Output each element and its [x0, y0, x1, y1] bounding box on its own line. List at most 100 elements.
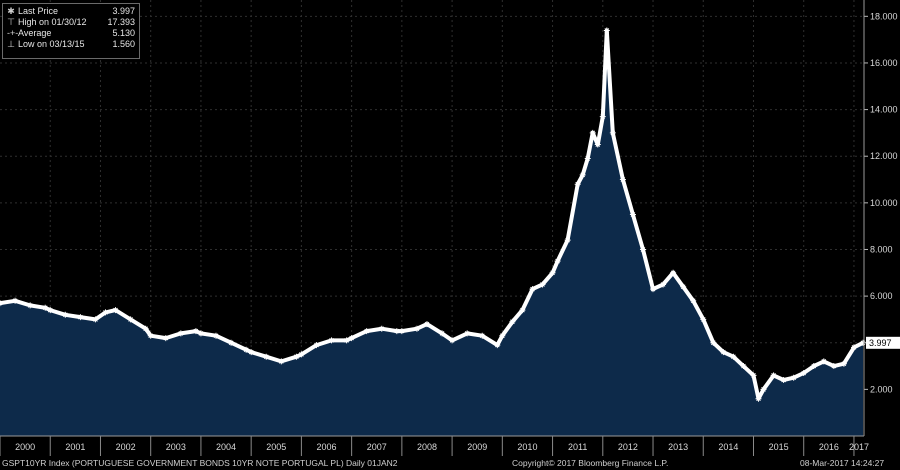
data-point — [584, 155, 591, 162]
data-point — [770, 372, 777, 379]
data-point — [629, 211, 636, 218]
data-point — [398, 328, 405, 335]
data-point — [197, 330, 204, 337]
data-point — [710, 339, 717, 346]
x-tick-label: 2007 — [367, 442, 387, 452]
x-axis: 2000 2001 2002 2003 2004 2005 2006 2007 2008 2009… — [0, 435, 869, 456]
x-tick-label: 2001 — [65, 442, 85, 452]
legend-low: ⊥ Low on 03/13/15 1.560 — [7, 39, 135, 49]
data-point — [780, 377, 787, 384]
data-point — [670, 269, 677, 276]
data-point — [840, 360, 847, 367]
x-tick-label: 2016 — [819, 442, 839, 452]
price-markers — [0, 27, 866, 402]
data-point — [47, 307, 54, 314]
price-line — [0, 28, 864, 401]
footer-copyright: Copyright© 2017 Bloomberg Finance L.P. — [512, 458, 669, 468]
data-point — [192, 328, 199, 335]
data-point — [62, 311, 69, 318]
last-price-box — [866, 336, 900, 349]
x-tick-label: 2010 — [517, 442, 537, 452]
high-marker-icon: ⊤ — [7, 17, 15, 27]
data-point — [579, 171, 586, 178]
data-point — [650, 286, 657, 293]
data-point — [554, 258, 561, 265]
x-tick-label: 2003 — [166, 442, 186, 452]
data-point — [112, 307, 119, 314]
data-point — [509, 318, 516, 325]
data-point — [77, 314, 84, 321]
data-point — [599, 113, 606, 120]
y-tick-label: 14.000 — [870, 105, 898, 115]
x-tick-label: 2006 — [316, 442, 336, 452]
data-point — [439, 330, 446, 337]
y-tick-label: 16.000 — [870, 58, 898, 68]
data-point — [147, 332, 154, 339]
data-point — [177, 330, 184, 337]
data-point — [740, 363, 747, 370]
data-point — [12, 297, 19, 304]
data-point — [603, 27, 610, 34]
data-point — [850, 344, 857, 351]
average-marker-icon: -+- — [7, 28, 19, 38]
data-point — [263, 353, 270, 360]
footer-timestamp: 08-Mar-2017 14:24:27 — [800, 458, 885, 468]
data-point — [720, 349, 727, 356]
data-point — [619, 176, 626, 183]
data-point — [574, 181, 581, 188]
y-tick-label: 8.000 — [870, 244, 893, 254]
data-point — [464, 330, 471, 337]
data-point — [589, 129, 596, 136]
x-tick-label: 2017 — [849, 442, 869, 452]
data-point — [820, 358, 827, 365]
data-point — [519, 307, 526, 314]
x-tick-label: 2004 — [216, 442, 236, 452]
data-point — [700, 316, 707, 323]
y-tick-label: 12.000 — [870, 151, 898, 161]
data-point — [293, 353, 300, 360]
data-point — [800, 370, 807, 377]
x-tick-label: 2005 — [266, 442, 286, 452]
legend-average: -+- Average 5.130 — [7, 28, 135, 38]
data-point — [102, 309, 109, 316]
data-point — [343, 337, 350, 344]
data-point — [423, 321, 430, 328]
data-point — [92, 316, 99, 323]
x-tick-label: 2002 — [116, 442, 136, 452]
x-tick-label: 2011 — [568, 442, 587, 452]
data-point — [755, 395, 762, 402]
data-point — [594, 141, 601, 148]
data-point — [609, 129, 616, 136]
legend-last-price: ✱ Last Price 3.997 — [7, 6, 135, 16]
data-point — [680, 283, 687, 290]
data-point — [750, 372, 757, 379]
data-point — [413, 325, 420, 332]
data-point — [363, 328, 370, 335]
area-fill — [0, 30, 863, 436]
y-tick-label: 2.000 — [870, 384, 893, 394]
data-point — [328, 337, 335, 344]
data-point — [162, 335, 169, 342]
legend: ✱ Last Price 3.997 ⊤ High on 01/30/12 17.3… — [2, 3, 140, 59]
data-point — [810, 363, 817, 370]
x-tick-label: 2012 — [618, 442, 638, 452]
data-point — [213, 332, 219, 339]
data-point — [479, 332, 486, 339]
data-point — [348, 335, 355, 342]
data-point — [660, 281, 667, 288]
data-point — [830, 363, 837, 370]
data-point — [248, 349, 255, 356]
x-tick-label: 2008 — [417, 442, 437, 452]
y-tick-label: 18.000 — [870, 11, 898, 21]
data-point — [449, 337, 456, 344]
footer-index-description: GSPT10YR Index (PORTUGUESE GOVERNMENT BO… — [2, 458, 398, 468]
data-point — [499, 332, 506, 339]
data-point — [790, 374, 797, 381]
data-point — [228, 339, 235, 346]
data-point — [278, 358, 285, 365]
data-point — [760, 386, 767, 393]
x-tick-label: 2013 — [668, 442, 688, 452]
data-point — [313, 342, 320, 349]
data-point — [539, 281, 546, 288]
data-point — [639, 246, 646, 253]
